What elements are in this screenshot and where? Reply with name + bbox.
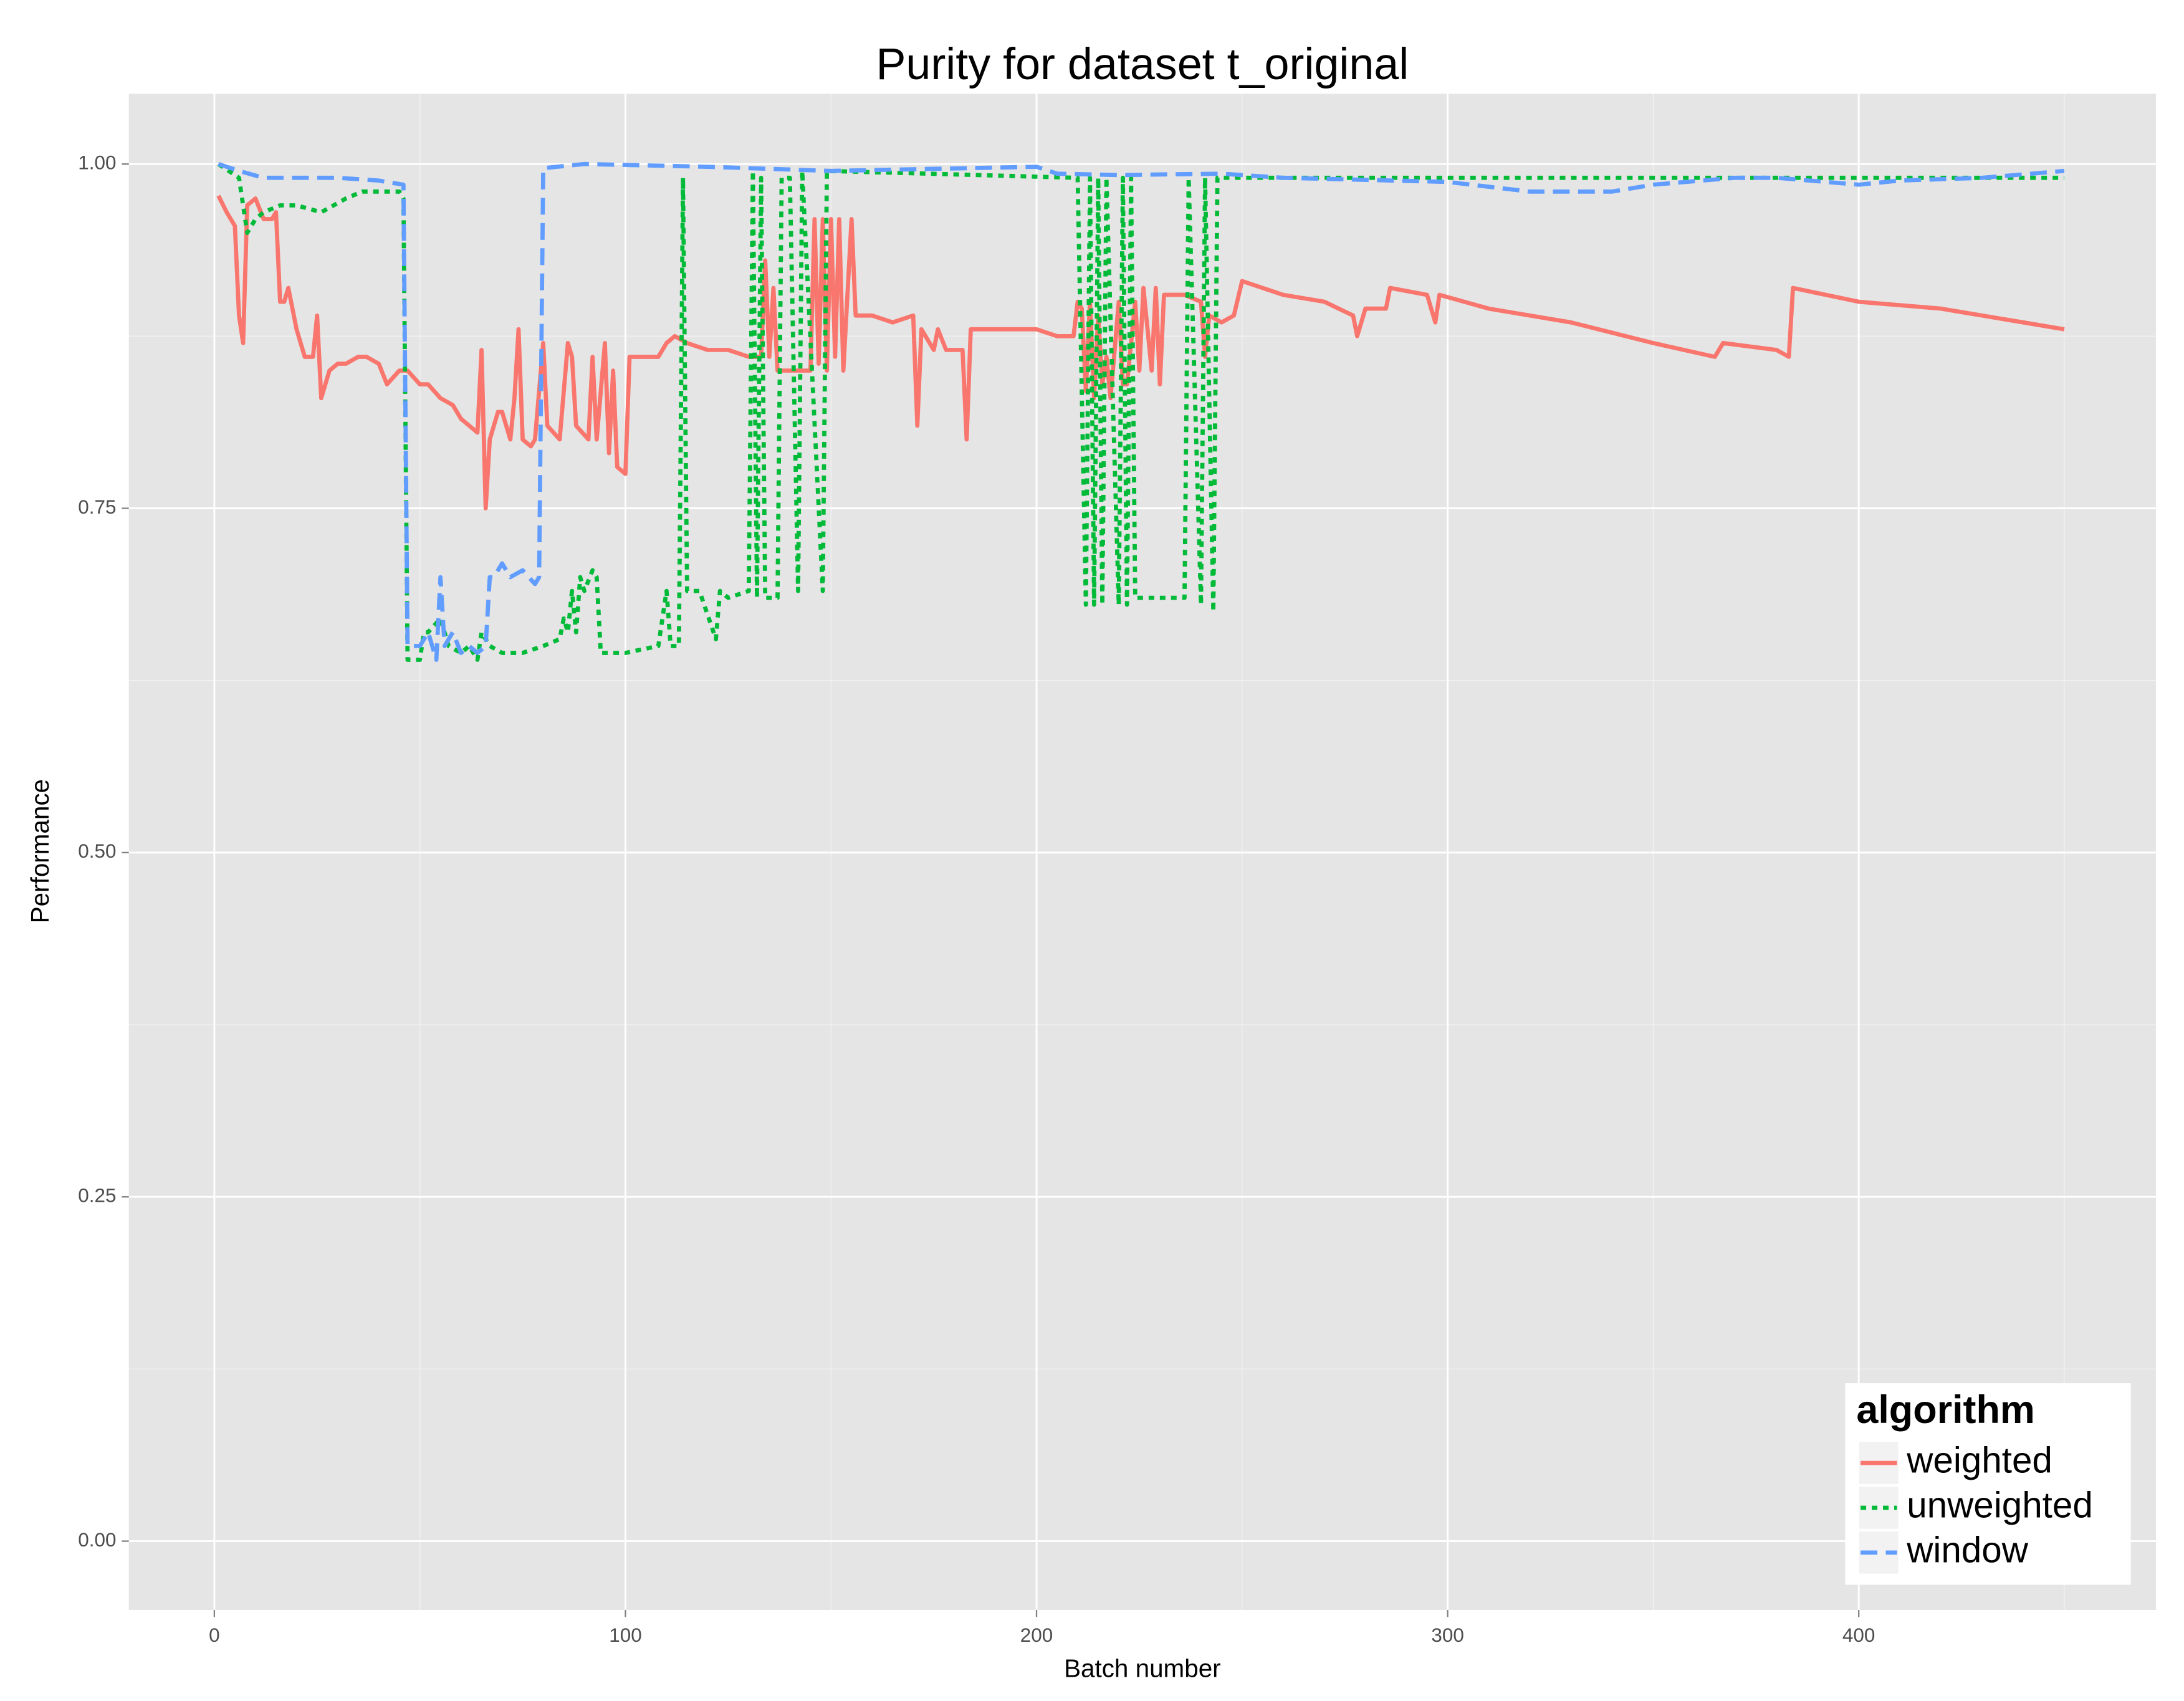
lines [216,161,2065,662]
y-tick-label: 1.00 [78,151,116,173]
x-tick-label: 200 [1020,1624,1053,1646]
x-tick-label: 400 [1842,1624,1875,1646]
axes: 0.00 0.25 0.50 0.75 1.00 0 100 200 300 400 [78,151,1875,1646]
series-line [217,162,2064,662]
y-tick-label: 0.50 [78,840,116,862]
series-line [218,161,2065,662]
x-tick-label: 0 [209,1624,219,1646]
x-tick-label: 300 [1431,1624,1463,1646]
series-line [216,194,2065,510]
grid [128,93,2157,1611]
y-tick-label: 0.25 [78,1185,116,1207]
chart-title: Purity for dataset t_original [876,39,1409,89]
y-axis-label: Performance [26,779,54,923]
x-tick-label: 100 [609,1624,641,1646]
legend-label: weighted [1906,1440,2052,1481]
x-axis-label: Batch number [1064,1654,1221,1682]
y-tick-label: 0.75 [78,496,116,518]
legend-label: unweighted [1907,1485,2093,1525]
legend-title: algorithm [1856,1388,2034,1432]
legend-label: window [1906,1530,2029,1570]
y-tick-label: 0.00 [78,1529,116,1551]
